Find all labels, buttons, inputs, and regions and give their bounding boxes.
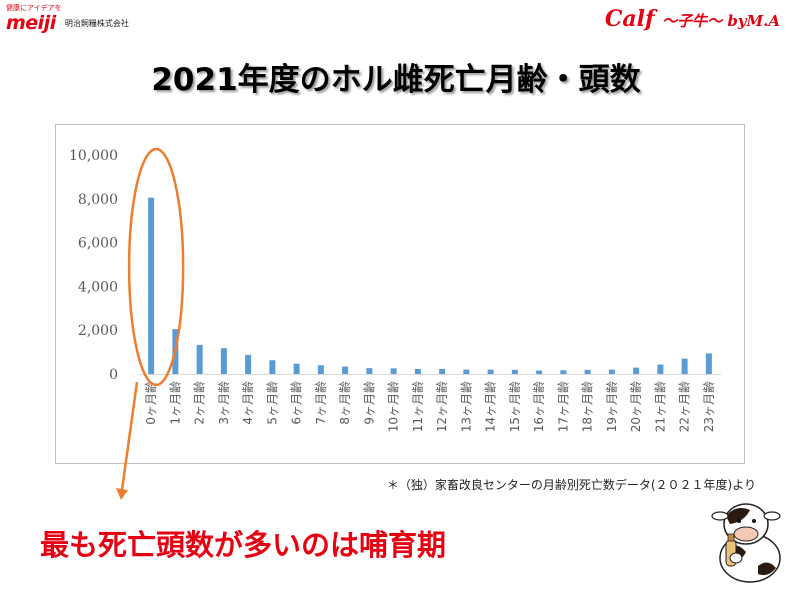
x-tick-label: 7ヶ月齢 [313,381,328,425]
meiji-brand: 健康にアイデアを meiji 明治飼糧株式会社 [6,4,129,33]
bar [220,348,227,374]
x-tick-label: 9ヶ月齢 [361,381,376,425]
bar [317,365,324,374]
x-tick-label: 2ヶ月齢 [192,381,207,425]
bar [681,358,688,374]
y-tick-label: 6,000 [78,236,118,252]
x-tick-label: 12ヶ月齢 [434,381,449,432]
bar [439,368,446,374]
bar [463,369,470,374]
bar [584,369,591,374]
x-tick-label: 23ヶ月齢 [701,381,716,432]
bar [269,360,276,374]
conclusion-text: 最も死亡頭数が多いのは哺育期 [40,528,447,562]
y-tick-label: 2,000 [78,323,118,339]
brand-company-name: 明治飼糧株式会社 [64,19,129,28]
page-title: 2021年度のホル雌死亡月齢・頭数 [151,62,641,98]
x-tick-label: 14ヶ月齢 [483,381,498,432]
bar [633,367,640,374]
y-tick-label: 4,000 [78,279,118,295]
x-tick-label: 22ヶ月齢 [677,381,692,432]
bar [293,363,300,374]
calf-logo: Calf ～子牛～ byM.A [605,6,780,32]
x-tick-label: 4ヶ月齢 [240,381,255,425]
x-tick-label: 6ヶ月齢 [289,381,304,425]
bar [560,370,567,374]
callout-arrow-head [116,488,128,500]
y-tick-label: 10,000 [69,148,118,164]
meiji-logo: meiji [6,12,56,34]
calf-logo-main: Calf [604,6,655,32]
bar [705,353,712,374]
x-tick-label: 17ヶ月齢 [555,381,570,432]
x-tick-label: 15ヶ月齢 [507,381,522,432]
source-note: ＊（独）家畜改良センターの月齢別死亡数データ(２０２１年度)より [386,478,756,492]
highlight-ellipse [127,147,185,387]
x-tick-label: 19ヶ月齢 [604,381,619,432]
calf-logo-sub: ～子牛～ byM.A [662,12,780,30]
x-tick-label: 3ヶ月齢 [216,381,231,425]
y-tick-label: 8,000 [78,192,118,208]
x-tick-label: 16ヶ月齢 [531,381,546,432]
x-tick-label: 8ヶ月齢 [337,381,352,425]
bar [196,344,203,374]
bar [342,366,349,374]
x-tick-label: 18ヶ月齢 [580,381,595,432]
x-tick-label: 11ヶ月齢 [410,381,425,432]
cow-mascot-icon [711,503,781,583]
bar [148,197,155,374]
bar [390,368,397,374]
x-tick-label: 13ヶ月齢 [458,381,473,432]
bar-chart: 0 2,000 4,000 6,000 8,000 10,000 0ヶ月齢 1ヶ月齢 2ヶ月齢 3… [69,147,721,432]
x-tick-label: 1ヶ月齢 [167,381,182,425]
x-tick-label: 0ヶ月齢 [143,381,158,425]
chart-frame: 0 2,000 4,000 6,000 8,000 10,000 0ヶ月齢 1ヶ月齢 2ヶ月齢 3… [55,124,745,464]
bar [608,369,615,374]
bar [511,369,518,374]
x-tick-label: 20ヶ月齢 [628,381,643,432]
bar [657,364,664,374]
bar [487,369,494,374]
x-tick-label: 21ヶ月齢 [652,381,667,432]
x-tick-label: 10ヶ月齢 [386,381,401,432]
bar [245,354,252,374]
y-tick-label: 0 [109,367,118,383]
brand-tagline: 健康にアイデアを [6,4,62,12]
bar [536,370,543,374]
bar [366,368,373,374]
bar [414,368,421,374]
x-tick-label: 5ヶ月齢 [264,381,279,425]
